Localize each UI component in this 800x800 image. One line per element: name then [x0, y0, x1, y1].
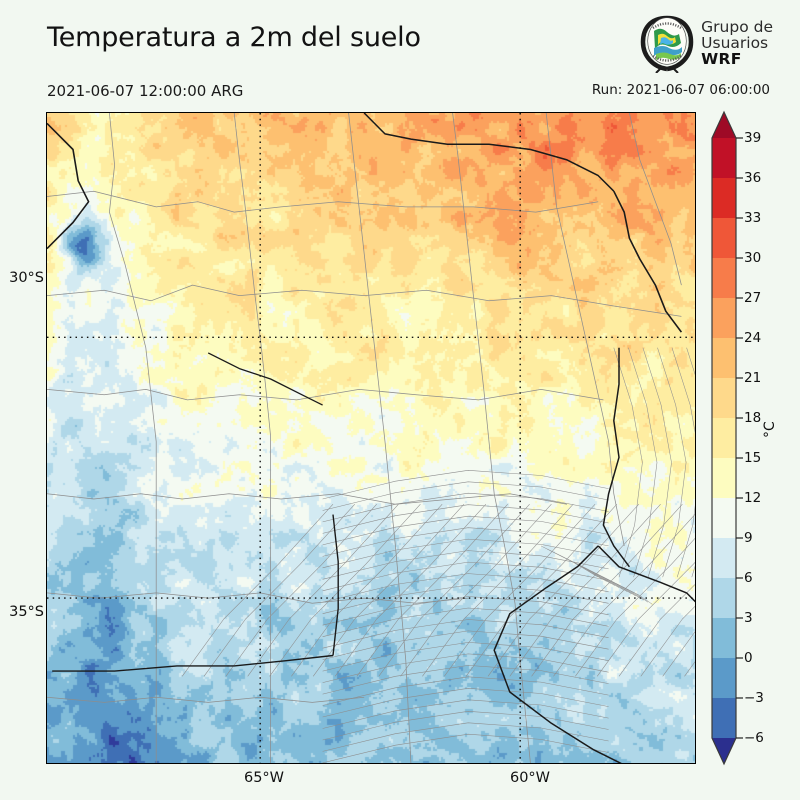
colorbar-tick-3: 30 [744, 250, 762, 266]
colorbar-tick-15: −6 [744, 730, 764, 746]
run-time-label: Run: 2021-06-07 06:00:00 [591, 82, 770, 98]
logo-line-1: Grupo de [701, 18, 773, 37]
logo-line-3: WRF [701, 49, 742, 68]
x-tick-label-60W: 60°W [509, 770, 551, 786]
y-tick-label-30S: 30°S [9, 270, 44, 286]
colorbar-tick-12: 3 [744, 610, 753, 626]
colorbar-tick-6: 21 [744, 370, 762, 386]
colorbar-tick-5: 24 [744, 330, 762, 346]
logo-line-2: Usuarios [701, 34, 769, 53]
colorbar-tick-1: 36 [744, 170, 762, 186]
globe-emblem-icon [640, 15, 694, 73]
colorbar-tick-10: 9 [744, 530, 753, 546]
wrf-user-group-logo: Grupo de Usuarios WRF [640, 14, 773, 74]
page-title: Temperatura a 2m del suelo [47, 22, 421, 53]
colorbar-tick-4: 27 [744, 290, 762, 306]
temperature-field-canvas [47, 113, 695, 763]
colorbar-tick-14: −3 [744, 690, 764, 706]
colorbar-tick-9: 12 [744, 490, 762, 506]
x-tick-label-65W: 65°W [243, 770, 285, 786]
y-tick-label-35S: 35°S [9, 604, 44, 620]
colorbar-tick-8: 15 [744, 450, 762, 466]
colorbar-tick-2: 33 [744, 210, 762, 226]
colorbar-tick-7: 18 [744, 410, 762, 426]
colorbar[interactable] [711, 110, 743, 766]
colorbar-unit-label: °C [762, 421, 778, 438]
colorbar-tick-13: 0 [744, 650, 753, 666]
colorbar-tick-0: 39 [744, 130, 762, 146]
logo-text: Grupo de Usuarios WRF [701, 18, 773, 68]
colorbar-tick-11: 6 [744, 570, 753, 586]
map-vector-overlay [47, 113, 695, 763]
valid-time-label: 2021-06-07 12:00:00 ARG [47, 82, 244, 100]
map-plot-area[interactable] [46, 112, 696, 764]
